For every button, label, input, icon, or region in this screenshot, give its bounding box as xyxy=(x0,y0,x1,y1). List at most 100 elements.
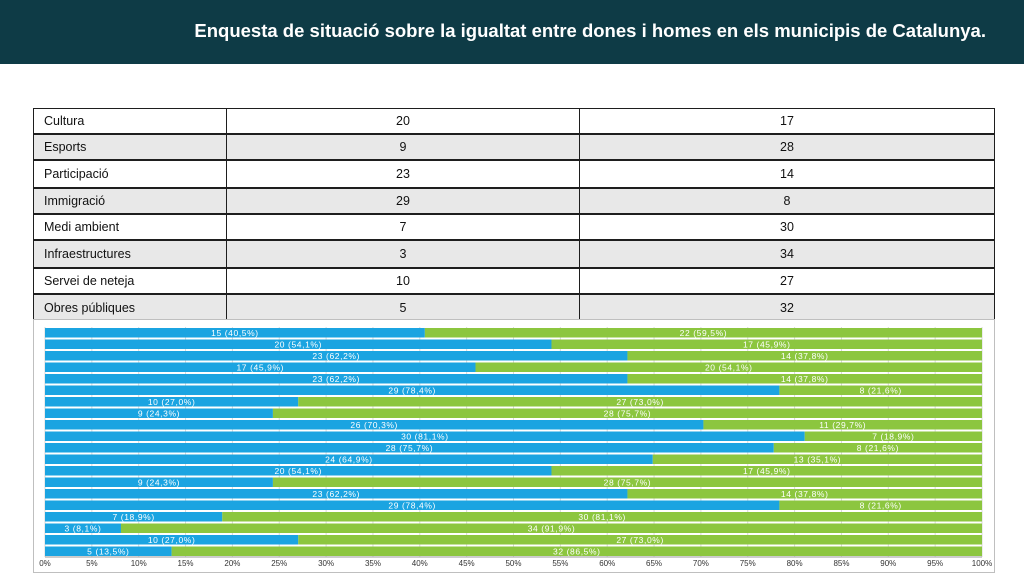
value-cell: 5 xyxy=(226,293,580,323)
row-label: Immigració xyxy=(33,187,227,215)
data-label: 28 (75,7%) xyxy=(386,443,434,453)
x-tick-label: 40% xyxy=(412,559,428,568)
bar-segment-series1 xyxy=(45,546,172,556)
bar-segment-series2 xyxy=(272,408,982,418)
x-tick-label: 100% xyxy=(972,559,992,568)
row-label: Esports xyxy=(33,133,227,161)
data-label: 13 (35,1%) xyxy=(794,454,842,464)
x-tick-label: 50% xyxy=(505,559,521,568)
data-label: 7 (18,9%) xyxy=(113,512,155,522)
bar-segment-series1 xyxy=(45,351,628,361)
value-cell: 23 xyxy=(226,159,580,189)
table-row: Obres públiques 5 32 xyxy=(33,293,995,323)
data-label: 27 (73,0%) xyxy=(616,535,664,545)
data-label: 17 (45,9%) xyxy=(236,362,284,372)
bar-segment-series2 xyxy=(627,489,982,499)
table-row: Servei de neteja 10 27 xyxy=(33,267,995,295)
x-tick-label: 85% xyxy=(833,559,849,568)
x-tick-label: 55% xyxy=(552,559,568,568)
data-label: 20 (54,1%) xyxy=(705,362,753,372)
data-label: 15 (40,5%) xyxy=(211,328,259,338)
bar-segment-series2 xyxy=(120,523,983,533)
data-label: 30 (81,1%) xyxy=(401,431,449,441)
value-cell: 8 xyxy=(579,187,995,215)
data-label: 8 (21,6%) xyxy=(857,443,899,453)
bar-segment-series2 xyxy=(298,535,982,545)
data-label: 32 (86,5%) xyxy=(553,546,601,556)
page-title: Enquesta de situació sobre la igualtat e… xyxy=(194,20,986,41)
data-label: 11 (29,7%) xyxy=(819,420,866,430)
data-label: 10 (27,0%) xyxy=(148,535,196,545)
data-label: 27 (73,0%) xyxy=(616,397,664,407)
data-label: 3 (8,1%) xyxy=(65,523,102,533)
bar-segment-series1 xyxy=(45,362,476,372)
bar-segment-series2 xyxy=(652,454,982,464)
table-row: Immigració 29 8 xyxy=(33,187,995,215)
bar-segment-series2 xyxy=(272,477,982,487)
data-table: Cultura 20 17 Esports 9 28 Participació … xyxy=(33,108,995,323)
x-tick-label: 0% xyxy=(39,559,51,568)
x-tick-label: 95% xyxy=(927,559,943,568)
bar-segment-series2 xyxy=(627,351,982,361)
data-label: 9 (24,3%) xyxy=(138,408,180,418)
x-tick-label: 90% xyxy=(880,559,896,568)
table-row: Participació 23 14 xyxy=(33,159,995,189)
table-row: Cultura 20 17 xyxy=(33,108,995,135)
x-tick-label: 15% xyxy=(178,559,194,568)
value-cell: 14 xyxy=(579,159,995,189)
data-label: 14 (37,8%) xyxy=(781,351,829,361)
bar-segment-series2 xyxy=(171,546,982,556)
data-label: 28 (75,7%) xyxy=(604,408,652,418)
bar-segment-series1 xyxy=(45,512,223,522)
value-cell: 10 xyxy=(226,267,580,295)
value-cell: 27 xyxy=(579,267,995,295)
data-label: 22 (59,5%) xyxy=(680,328,728,338)
bar-segment-series1 xyxy=(45,443,774,453)
bar-segment-series1 xyxy=(45,408,273,418)
x-tick-label: 35% xyxy=(365,559,381,568)
x-tick-label: 80% xyxy=(787,559,803,568)
bar-segment-series2 xyxy=(773,443,982,453)
x-tick-label: 30% xyxy=(318,559,334,568)
data-label: 23 (62,2%) xyxy=(312,374,360,384)
value-cell: 7 xyxy=(226,213,580,241)
value-cell: 9 xyxy=(226,133,580,161)
x-tick-label: 45% xyxy=(459,559,475,568)
bar-segment-series1 xyxy=(45,374,628,384)
bar-segment-series2 xyxy=(779,500,982,510)
value-cell: 17 xyxy=(579,108,995,135)
data-label: 23 (62,2%) xyxy=(312,489,360,499)
x-tick-label: 70% xyxy=(693,559,709,568)
row-label: Medi ambient xyxy=(33,213,227,241)
row-label: Obres públiques xyxy=(33,293,227,323)
bar-segment-series2 xyxy=(804,431,982,441)
row-label: Cultura xyxy=(33,108,227,135)
bar-segment-series1 xyxy=(45,420,704,430)
bar-segment-series1 xyxy=(45,385,780,395)
value-cell: 20 xyxy=(226,108,580,135)
bar-segment-series1 xyxy=(45,489,628,499)
bar-segment-series1 xyxy=(45,328,425,338)
bar-segment-series2 xyxy=(551,466,982,476)
data-label: 17 (45,9%) xyxy=(743,466,791,476)
x-tick-label: 10% xyxy=(131,559,147,568)
bar-segment-series2 xyxy=(779,385,982,395)
value-cell: 29 xyxy=(226,187,580,215)
data-label: 29 (78,4%) xyxy=(388,500,436,510)
header-bar: Enquesta de situació sobre la igualtat e… xyxy=(0,0,1024,64)
data-label: 14 (37,8%) xyxy=(781,489,829,499)
data-label: 28 (75,7%) xyxy=(604,477,652,487)
value-cell: 3 xyxy=(226,239,580,269)
bar-segment-series2 xyxy=(424,328,982,338)
bar-segment-series1 xyxy=(45,535,299,545)
bar-segment-series2 xyxy=(627,374,982,384)
data-label: 20 (54,1%) xyxy=(274,466,322,476)
x-tick-label: 65% xyxy=(646,559,662,568)
bar-segment-series1 xyxy=(45,477,273,487)
data-label: 30 (81,1%) xyxy=(578,512,626,522)
data-label: 23 (62,2%) xyxy=(312,351,360,361)
table-row: Medi ambient 7 30 xyxy=(33,213,995,241)
bar-segment-series1 xyxy=(45,339,552,349)
data-label: 17 (45,9%) xyxy=(743,339,791,349)
value-cell: 28 xyxy=(579,133,995,161)
